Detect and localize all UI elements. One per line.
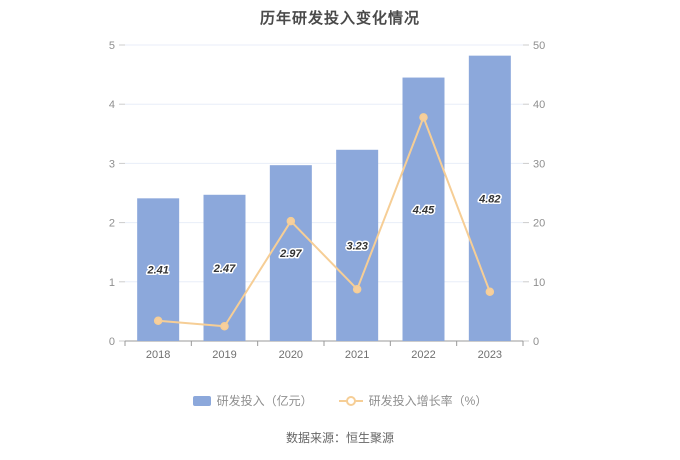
- right-axis-label: 20: [533, 218, 545, 230]
- legend: 研发投入（亿元） 研发投入增长率（%）: [0, 392, 680, 409]
- line-point-2018[interactable]: [153, 316, 163, 325]
- bar-2019[interactable]: [203, 194, 246, 341]
- x-axis-label-2020: 2020: [279, 349, 303, 361]
- chart-title: 历年研发投入变化情况: [259, 10, 420, 27]
- line-legend-swatch-icon: [338, 395, 363, 406]
- left-axis-label: 2: [109, 218, 115, 230]
- data-source: 数据来源：恒生聚源: [285, 431, 394, 445]
- bar-value-label-2021: 3.23: [346, 240, 367, 252]
- bar-legend-label: 研发投入（亿元）: [216, 394, 313, 408]
- right-axis-label: 10: [533, 277, 545, 289]
- bar-2021[interactable]: [336, 149, 379, 341]
- left-axis-label: 3: [109, 158, 115, 170]
- x-axis-label-2019: 2019: [212, 349, 236, 361]
- bar-value-label-2023: 4.82: [478, 193, 500, 205]
- line-point-2021[interactable]: [352, 284, 362, 294]
- bar-value-label-2022: 4.45: [412, 204, 435, 216]
- left-axis-label: 5: [109, 40, 115, 52]
- bar-value-label-2018: 2.41: [146, 265, 168, 277]
- right-axis-label: 50: [533, 40, 545, 52]
- x-axis-label-2018: 2018: [146, 349, 170, 361]
- line-point-2019[interactable]: [220, 322, 229, 331]
- x-axis-label-2021: 2021: [345, 349, 369, 361]
- line-point-2023[interactable]: [485, 287, 495, 297]
- line-point-2020[interactable]: [286, 216, 296, 226]
- right-axis-label: 0: [533, 336, 539, 348]
- bar-value-label-2019: 2.47: [213, 263, 236, 275]
- bar-value-label-2020: 2.97: [279, 248, 302, 260]
- left-axis-label: 0: [109, 336, 115, 348]
- x-axis-label-2023: 2023: [478, 349, 502, 361]
- legend-item-line[interactable]: 研发投入增长率（%）: [338, 392, 488, 409]
- left-axis-label: 1: [109, 277, 115, 289]
- line-point-2022[interactable]: [419, 113, 428, 122]
- right-axis-label: 30: [533, 158, 545, 170]
- bar-legend-swatch-icon: [192, 395, 211, 406]
- x-axis-label-2022: 2022: [411, 349, 435, 361]
- right-axis-label: 40: [533, 99, 545, 111]
- line-legend-label: 研发投入增长率（%）: [368, 394, 488, 408]
- legend-item-bar[interactable]: 研发投入（亿元）: [192, 392, 313, 409]
- growth-rate-line: [158, 116, 491, 328]
- left-axis-label: 4: [109, 99, 115, 111]
- bar-2020[interactable]: [269, 165, 312, 341]
